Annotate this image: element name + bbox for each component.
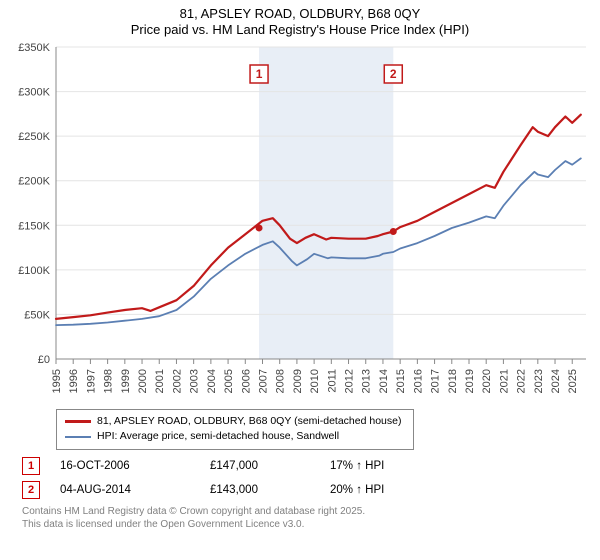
- attribution-line-1: Contains HM Land Registry data © Crown c…: [22, 506, 592, 519]
- x-tick-label: 2023: [533, 369, 545, 393]
- x-tick-label: 2010: [309, 369, 321, 393]
- annotation-price: £143,000: [210, 484, 310, 496]
- legend-swatch: [65, 436, 91, 438]
- y-tick-label: £0: [38, 354, 50, 366]
- legend-label: 81, APSLEY ROAD, OLDBURY, B68 0QY (semi-…: [97, 414, 401, 430]
- annotation-row-1: 1 16-OCT-2006 £147,000 17% ↑ HPI: [22, 454, 592, 478]
- attribution: Contains HM Land Registry data © Crown c…: [22, 506, 592, 531]
- annotation-date: 04-AUG-2014: [60, 484, 190, 496]
- x-tick-label: 2006: [240, 369, 252, 393]
- x-tick-label: 2016: [412, 369, 424, 393]
- x-tick-label: 2002: [171, 369, 183, 393]
- shaded-band: [259, 47, 393, 359]
- legend-label: HPI: Average price, semi-detached house,…: [97, 429, 339, 445]
- x-tick-label: 2021: [498, 369, 510, 393]
- x-tick-label: 1999: [120, 369, 132, 393]
- chart-area: £0 £50K £100K £150K £200K £250K £300K £350K 1995…: [8, 43, 592, 403]
- x-tick-label: 2013: [361, 369, 373, 393]
- annotation-delta: 20% ↑ HPI: [330, 484, 430, 496]
- marker-dot-2: [390, 228, 397, 235]
- x-tick-label: 2020: [481, 369, 493, 393]
- attribution-line-2: This data is licensed under the Open Gov…: [22, 519, 592, 532]
- x-tick-label: 1997: [85, 369, 97, 393]
- y-tick-label: £300K: [18, 86, 50, 98]
- y-tick-label: £150K: [18, 220, 50, 232]
- annotation-price: £147,000: [210, 460, 310, 472]
- x-tick-label: 2015: [395, 369, 407, 393]
- annotation-delta: 17% ↑ HPI: [330, 460, 430, 472]
- marker-dot-1: [256, 224, 263, 231]
- x-tick-label: 1995: [51, 369, 63, 393]
- marker-label-2: 2: [390, 67, 397, 81]
- legend-row-1: HPI: Average price, semi-detached house,…: [65, 429, 405, 445]
- title-line-1: 81, APSLEY ROAD, OLDBURY, B68 0QY: [8, 6, 592, 22]
- annotation-row-2: 2 04-AUG-2014 £143,000 20% ↑ HPI: [22, 478, 592, 502]
- y-tick-label: £100K: [18, 264, 50, 276]
- y-tick-label: £250K: [18, 131, 50, 143]
- annotation-date: 16-OCT-2006: [60, 460, 190, 472]
- line-chart-svg: £0 £50K £100K £150K £200K £250K £300K £350K 1995…: [8, 43, 592, 403]
- y-tick-label: £350K: [18, 43, 50, 54]
- x-tick-label: 2004: [206, 369, 218, 393]
- y-tick-label: £50K: [24, 309, 50, 321]
- annotation-table: 1 16-OCT-2006 £147,000 17% ↑ HPI 2 04-AUG-201…: [22, 454, 592, 502]
- title-line-2: Price paid vs. HM Land Registry's House …: [8, 22, 592, 38]
- x-tick-label: 2018: [447, 369, 459, 393]
- x-tick-label: 2017: [430, 369, 442, 393]
- x-tick-label: 2022: [516, 369, 528, 393]
- x-tick-label: 2011: [326, 369, 338, 393]
- annotation-marker: 1: [22, 457, 40, 475]
- annotation-marker: 2: [22, 481, 40, 499]
- x-tick-label: 1998: [103, 369, 115, 393]
- x-tick-label: 1996: [68, 369, 80, 393]
- chart-title-block: 81, APSLEY ROAD, OLDBURY, B68 0QY Price …: [8, 6, 592, 39]
- legend: 81, APSLEY ROAD, OLDBURY, B68 0QY (semi-…: [56, 409, 414, 451]
- legend-swatch: [65, 420, 91, 423]
- y-tick-label: £200K: [18, 175, 50, 187]
- x-tick-label: 2019: [464, 369, 476, 393]
- x-tick-label: 2024: [550, 369, 562, 393]
- x-tick-label: 2025: [567, 369, 579, 393]
- x-tick-label: 2007: [257, 369, 269, 393]
- x-tick-label: 2014: [378, 369, 390, 393]
- x-tick-label: 2012: [344, 369, 356, 393]
- x-tick-label: 2008: [275, 369, 287, 393]
- x-tick-label: 2003: [189, 369, 201, 393]
- x-tick-label: 2001: [154, 369, 166, 393]
- x-tick-label: 2005: [223, 369, 235, 393]
- x-tick-label: 2009: [292, 369, 304, 393]
- marker-label-1: 1: [256, 67, 263, 81]
- legend-row-0: 81, APSLEY ROAD, OLDBURY, B68 0QY (semi-…: [65, 414, 405, 430]
- x-tick-label: 2000: [137, 369, 149, 393]
